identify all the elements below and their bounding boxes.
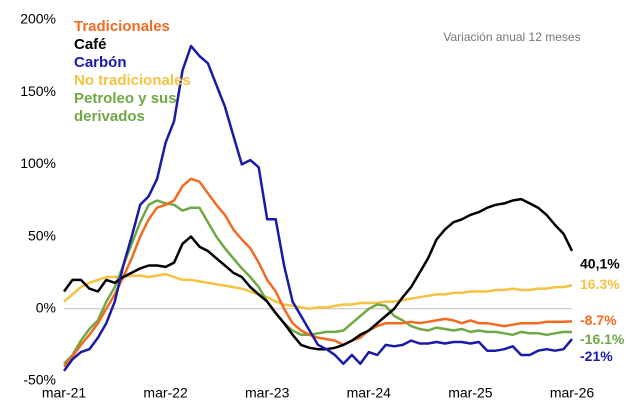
series-line [63, 199, 573, 365]
series-line [63, 177, 573, 368]
x-tick-label: mar-26 [550, 385, 595, 401]
value-label: -16.1% [580, 331, 625, 347]
value-label: 40,1% [580, 256, 620, 272]
x-tick-label: mar-21 [42, 385, 87, 401]
y-tick-label: 100% [20, 155, 56, 171]
series-line [62, 197, 574, 351]
value-label: -21% [580, 348, 613, 364]
x-tick-label: mar-22 [143, 385, 188, 401]
x-tick-label: mar-25 [448, 385, 493, 401]
series-line [63, 272, 573, 311]
y-tick-label: 50% [28, 227, 56, 243]
legend-entry: Café [74, 36, 107, 53]
x-tick-label: mar-24 [347, 385, 392, 401]
y-tick-label: 200% [20, 11, 56, 27]
legend-entry: Tradicionales [74, 18, 170, 35]
y-tick-label: -50% [23, 372, 56, 388]
legend: Tradicionales Café Carbón No tradicionales P… [74, 18, 204, 126]
series-line [62, 44, 573, 372]
y-tick-label: 0% [36, 300, 56, 316]
value-label: 16.3% [580, 276, 620, 292]
value-label: -8.7% [580, 312, 617, 328]
y-tick-label: 150% [20, 83, 56, 99]
legend-entry: Petroleo y sus derivados [74, 90, 177, 125]
x-tick-label: mar-23 [245, 385, 290, 401]
annotation: Variación anual 12 meses [443, 30, 580, 44]
legend-entry: Carbón [74, 54, 127, 71]
legend-entry: No tradicionales [74, 72, 191, 89]
